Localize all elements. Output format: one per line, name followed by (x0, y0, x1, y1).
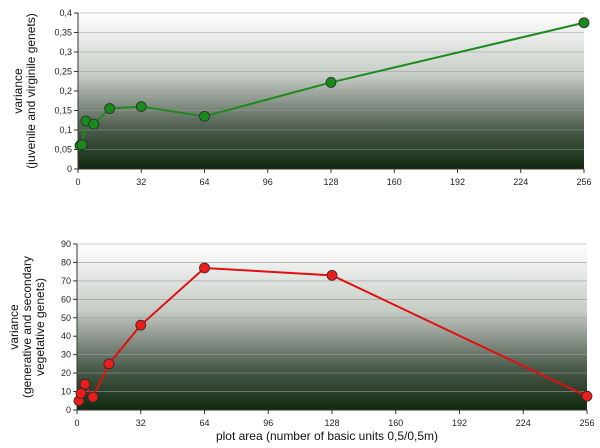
y-tick-label: 20 (61, 368, 71, 378)
data-point (79, 378, 91, 390)
x-tick-label: 128 (324, 418, 339, 428)
x-tick-label: 64 (199, 418, 209, 428)
x-tick-label: 32 (136, 418, 146, 428)
x-tick-label: 224 (516, 418, 531, 428)
data-point (88, 118, 100, 130)
data-point (326, 269, 338, 281)
y-tick-label: 80 (61, 257, 71, 267)
y-axis-title-line: variance (11, 68, 25, 114)
x-tick-label: 96 (263, 418, 273, 428)
y-tick-label: 30 (61, 350, 71, 360)
plot-area (77, 244, 587, 410)
y-tick-label: 10 (61, 387, 71, 397)
data-point (75, 387, 87, 399)
y-tick-label: 0,1 (59, 125, 72, 135)
x-tick-label: 192 (450, 177, 465, 187)
y-tick-label: 0,15 (54, 106, 72, 116)
x-tick-label: 0 (75, 177, 80, 187)
data-point (76, 139, 88, 151)
x-tick-label: 160 (388, 418, 403, 428)
x-tick-label: 256 (579, 418, 594, 428)
y-tick-label: 0 (67, 164, 72, 174)
y-tick-label: 0,3 (59, 47, 72, 57)
data-point (325, 77, 337, 88)
y-tick-label: 40 (61, 331, 71, 341)
data-point (581, 390, 593, 402)
y-axis-title-line: (juvenile and virginile genets) (24, 13, 38, 168)
y-axis-title-line: variance (7, 304, 21, 350)
data-point (199, 262, 210, 274)
y-tick-label: 0 (66, 405, 71, 415)
x-tick-label: 32 (136, 177, 146, 187)
data-point (103, 358, 115, 370)
y-axis-title: variance(generative and secondaryvegetat… (7, 256, 47, 398)
chart-1: 0 0,05 0,1 0,15 0,2 0,25 0,3 0,35 0,4 0 32 64 96 128 1… (11, 8, 592, 187)
y-tick-label: 0,05 (54, 145, 72, 155)
chart-2: 0 10 20 30 40 50 60 70 80 90 0 32 64 96 128 160 192 224 25… (7, 239, 595, 443)
y-tick-label: 0,4 (59, 8, 72, 18)
y-tick-label: 0,25 (54, 67, 72, 77)
y-tick-label: 60 (61, 294, 71, 304)
y-axis-title-line: (generative and secondary (20, 256, 34, 398)
y-tick-label: 0,35 (54, 28, 72, 38)
data-point (199, 110, 210, 122)
x-tick-label: 96 (263, 177, 273, 187)
x-tick-label: 160 (387, 177, 402, 187)
x-tick-label: 224 (513, 177, 528, 187)
data-point (578, 17, 590, 29)
x-tick-label: 192 (452, 418, 467, 428)
data-point (104, 103, 116, 114)
y-tick-label: 70 (61, 276, 71, 286)
y-tick-label: 90 (61, 239, 71, 249)
data-point (135, 319, 147, 331)
y-tick-label: 0,2 (59, 86, 72, 96)
x-tick-label: 0 (74, 418, 79, 428)
y-axis-title: variance(juvenile and virginile genets) (11, 13, 38, 168)
y-tick-label: 50 (61, 313, 71, 323)
data-point (135, 101, 147, 112)
data-point (87, 391, 99, 403)
x-tick-label: 128 (323, 177, 338, 187)
y-axis-title-line: vegetative genets) (33, 278, 47, 376)
x-tick-label: 256 (576, 177, 591, 187)
x-tick-label: 64 (199, 177, 209, 187)
x-axis-title: plot area (number of basic units 0,5/0,5… (216, 429, 438, 443)
